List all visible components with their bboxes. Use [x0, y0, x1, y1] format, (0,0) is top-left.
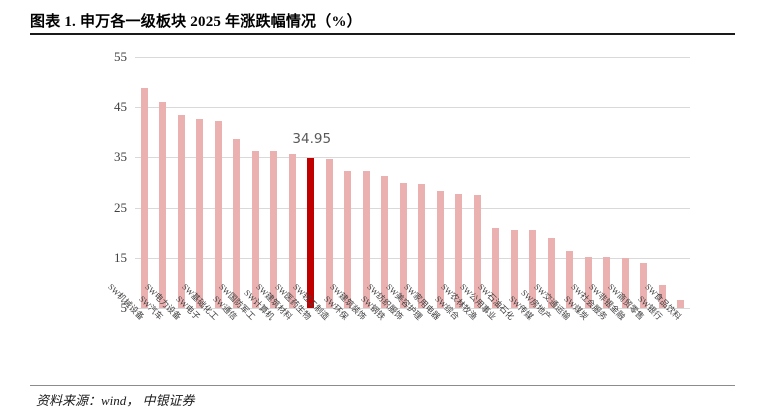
y-tick-label: 15	[114, 249, 127, 265]
bar	[140, 87, 148, 308]
bar	[640, 263, 648, 308]
bar	[529, 230, 537, 308]
footer-divider	[30, 385, 735, 386]
bar	[159, 101, 167, 308]
title-divider	[30, 33, 735, 35]
bar	[658, 285, 666, 308]
y-tick-label: 25	[114, 199, 127, 215]
gridline	[135, 57, 690, 58]
bar	[492, 227, 500, 308]
y-tick-label: 5	[120, 300, 128, 315]
bar	[196, 118, 204, 308]
bar	[344, 171, 352, 308]
bar	[584, 257, 592, 308]
y-tick-label: 55	[114, 49, 127, 64]
bar	[436, 191, 444, 308]
gridline	[135, 207, 690, 209]
bar	[251, 150, 259, 308]
bar-highlighted	[307, 157, 315, 308]
bar	[510, 229, 518, 308]
figure-title: 图表 1. 申万各一级板块 2025 年涨跌幅情况（%）	[30, 14, 362, 30]
bar	[325, 158, 333, 308]
bar	[399, 183, 407, 308]
gridline	[135, 107, 690, 109]
bar	[177, 114, 185, 308]
source-note: 资料来源：wind， 中银证券	[36, 393, 195, 408]
gridline	[135, 257, 690, 259]
bar	[270, 151, 278, 308]
gridline	[135, 308, 690, 309]
bar	[677, 299, 685, 308]
bar	[547, 237, 555, 308]
sector-change-bar-chart: 5 15 25 35 45 55 SW机械设备 SW汽车 SW电力设备 SW电子 SW基础化工 SW通…	[0, 40, 764, 385]
bar	[566, 250, 574, 308]
y-tick-label: 45	[114, 99, 127, 115]
bar	[362, 171, 370, 308]
highlight-data-label: 34.95	[292, 130, 332, 147]
gridline	[135, 157, 690, 159]
bar	[418, 184, 426, 308]
bar	[288, 153, 296, 308]
bar	[621, 257, 629, 308]
bar	[214, 121, 222, 308]
bar	[233, 139, 241, 308]
bar	[603, 257, 611, 308]
bar	[473, 195, 481, 308]
bar	[455, 193, 463, 308]
bar	[381, 175, 389, 308]
y-tick-label: 35	[114, 149, 127, 165]
